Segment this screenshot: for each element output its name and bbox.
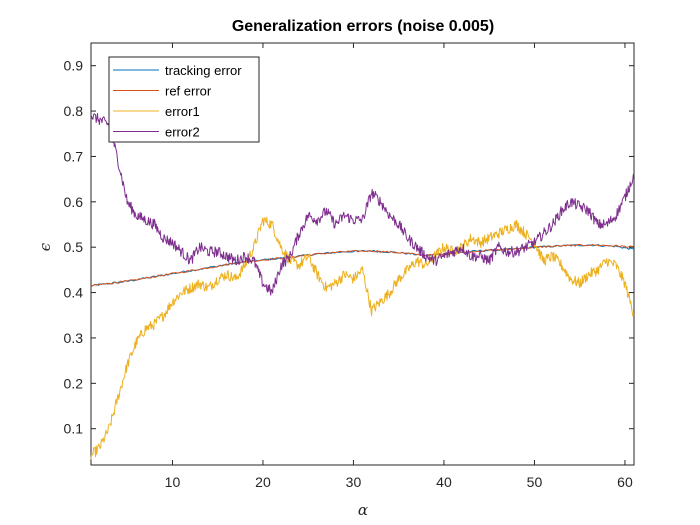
chart-title: Generalization errors (noise 0.005) <box>232 18 494 35</box>
legend-label: ref error <box>165 84 212 99</box>
y-tick-label: 0.1 <box>64 421 84 437</box>
y-tick-label: 0.4 <box>64 285 84 301</box>
x-axis-label: α <box>358 501 368 519</box>
legend-label: error1 <box>165 104 200 119</box>
y-tick-label: 0.8 <box>64 103 84 119</box>
y-tick-label: 0.2 <box>64 375 84 391</box>
x-tick-label: 30 <box>346 474 362 490</box>
ticks-layer: 10 20 30 40 50 60 0.1 0.2 0.3 0.4 0.5 0.6 0.7 0.8 0.9 <box>64 43 634 490</box>
y-tick-label: 0.5 <box>64 239 84 255</box>
x-tick-label: 50 <box>527 474 543 490</box>
y-tick-label: 0.7 <box>64 148 84 164</box>
series-line-error1 <box>90 216 635 460</box>
x-tick-label: 40 <box>436 474 452 490</box>
series-line-ref-error <box>90 243 635 287</box>
legend-label: tracking error <box>165 63 242 78</box>
legend-box <box>108 56 260 143</box>
y-tick-label: 0.3 <box>64 330 84 346</box>
y-tick-label: 0.9 <box>64 58 84 74</box>
x-tick-label: 60 <box>617 474 633 490</box>
y-axis-label: ϵ <box>36 242 54 251</box>
legend: tracking error ref error error1 error2 <box>108 56 260 143</box>
x-tick-label: 20 <box>255 474 271 490</box>
series-layer <box>90 113 635 460</box>
legend-label: error2 <box>165 125 200 140</box>
x-tick-label: 10 <box>165 474 181 490</box>
y-tick-label: 0.6 <box>64 194 84 210</box>
series-line-error2 <box>90 113 635 296</box>
